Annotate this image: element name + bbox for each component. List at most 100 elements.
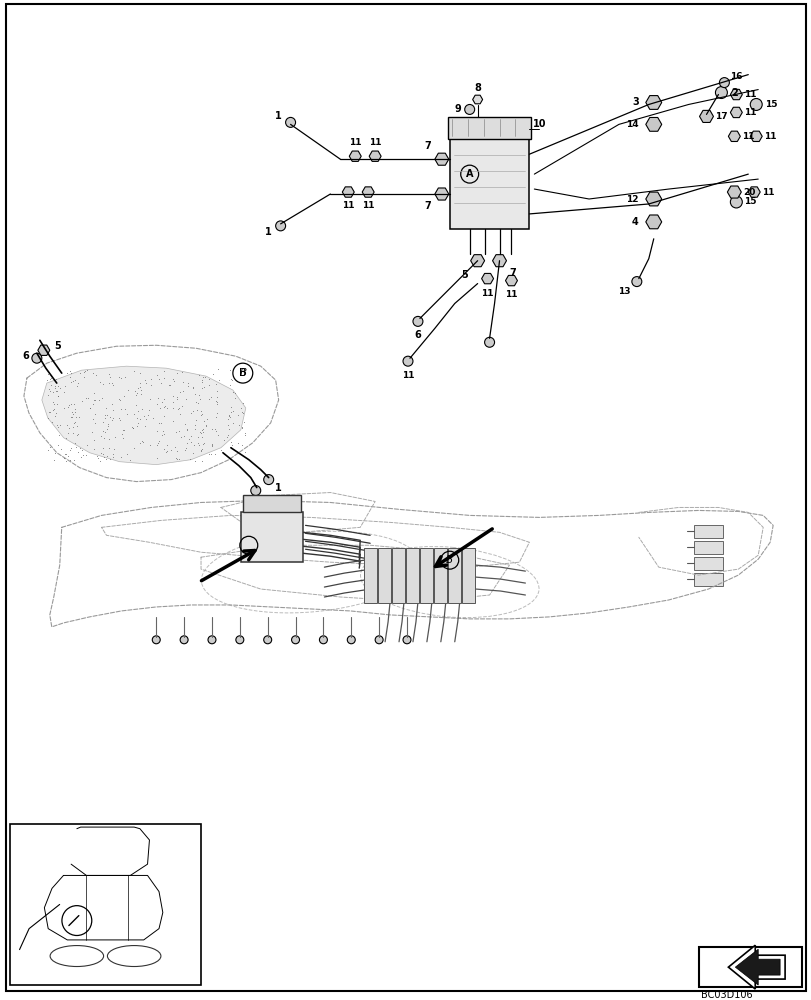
Text: 7: 7 [424, 141, 431, 151]
Circle shape [464, 104, 474, 114]
Text: B: B [239, 368, 246, 378]
Bar [461, 548, 474, 603]
Circle shape [413, 316, 423, 326]
Circle shape [152, 636, 160, 644]
Text: B: B [239, 368, 246, 378]
Text: 8: 8 [474, 83, 480, 93]
Polygon shape [727, 945, 784, 989]
Circle shape [375, 636, 383, 644]
Bar [697, 947, 801, 987]
Circle shape [235, 636, 243, 644]
Circle shape [402, 636, 410, 644]
Polygon shape [505, 275, 517, 286]
Circle shape [402, 356, 413, 366]
Text: 13: 13 [617, 287, 629, 296]
Circle shape [208, 636, 216, 644]
Polygon shape [735, 949, 779, 985]
Polygon shape [727, 131, 740, 141]
Text: 11: 11 [743, 90, 756, 99]
Bar [241, 512, 303, 562]
Text: 15: 15 [764, 100, 776, 109]
Circle shape [484, 337, 494, 347]
Polygon shape [481, 273, 493, 284]
Circle shape [32, 353, 42, 363]
Circle shape [251, 486, 260, 496]
Text: 11: 11 [401, 371, 414, 380]
Polygon shape [435, 188, 448, 200]
Polygon shape [42, 366, 246, 465]
Text: 11: 11 [341, 201, 354, 210]
Bar [10, 824, 201, 985]
Text: 3: 3 [631, 97, 638, 107]
Bar [364, 548, 376, 603]
Circle shape [450, 550, 456, 556]
Polygon shape [729, 107, 741, 118]
Circle shape [291, 636, 299, 644]
Bar [378, 548, 391, 603]
Text: A: A [245, 540, 252, 550]
Circle shape [347, 636, 355, 644]
Circle shape [423, 594, 428, 600]
Bar [693, 541, 723, 554]
Polygon shape [470, 255, 484, 267]
Polygon shape [645, 215, 661, 229]
Circle shape [719, 78, 728, 88]
Polygon shape [38, 345, 49, 355]
Circle shape [395, 550, 401, 556]
Text: 5: 5 [54, 341, 61, 351]
Circle shape [180, 636, 188, 644]
Circle shape [264, 475, 273, 485]
Circle shape [380, 550, 387, 556]
Circle shape [285, 117, 295, 127]
Circle shape [436, 550, 442, 556]
Text: 14: 14 [625, 120, 638, 129]
Text: 10: 10 [532, 119, 546, 129]
Polygon shape [472, 95, 482, 104]
Text: 11: 11 [349, 138, 361, 147]
Polygon shape [349, 151, 361, 161]
Text: B: B [446, 555, 453, 565]
Text: 11: 11 [368, 138, 381, 147]
Text: 4: 4 [631, 217, 638, 227]
Text: 20: 20 [742, 188, 754, 197]
Circle shape [436, 594, 442, 600]
Circle shape [450, 594, 456, 600]
Circle shape [631, 277, 641, 287]
Bar [392, 548, 405, 603]
Bar [242, 495, 300, 512]
Circle shape [319, 636, 327, 644]
Text: 1: 1 [275, 111, 281, 121]
Circle shape [749, 99, 762, 110]
Bar [419, 548, 432, 603]
Polygon shape [645, 96, 661, 109]
Text: 7: 7 [508, 268, 515, 278]
Polygon shape [369, 151, 380, 161]
Text: 11: 11 [362, 201, 374, 210]
Text: 17: 17 [714, 112, 727, 121]
Circle shape [729, 196, 741, 208]
Bar [406, 548, 418, 603]
Text: 12: 12 [625, 194, 638, 204]
Circle shape [714, 87, 727, 99]
Text: 5: 5 [461, 270, 467, 280]
Bar [433, 548, 446, 603]
Text: 11: 11 [743, 108, 756, 117]
Circle shape [367, 550, 373, 556]
Bar [693, 573, 723, 586]
Text: 11: 11 [481, 289, 493, 298]
Text: 2: 2 [730, 88, 737, 98]
Text: 11: 11 [504, 290, 517, 299]
Text: 11: 11 [763, 132, 775, 141]
Circle shape [409, 594, 414, 600]
Circle shape [264, 636, 272, 644]
Text: 11: 11 [761, 188, 774, 197]
Bar [693, 525, 723, 538]
Text: 1: 1 [275, 483, 281, 493]
Text: A: A [466, 169, 473, 179]
Polygon shape [492, 255, 506, 267]
Circle shape [380, 594, 387, 600]
Polygon shape [748, 187, 759, 197]
Text: 16: 16 [729, 72, 742, 81]
Text: 1: 1 [265, 227, 272, 237]
Circle shape [409, 550, 414, 556]
